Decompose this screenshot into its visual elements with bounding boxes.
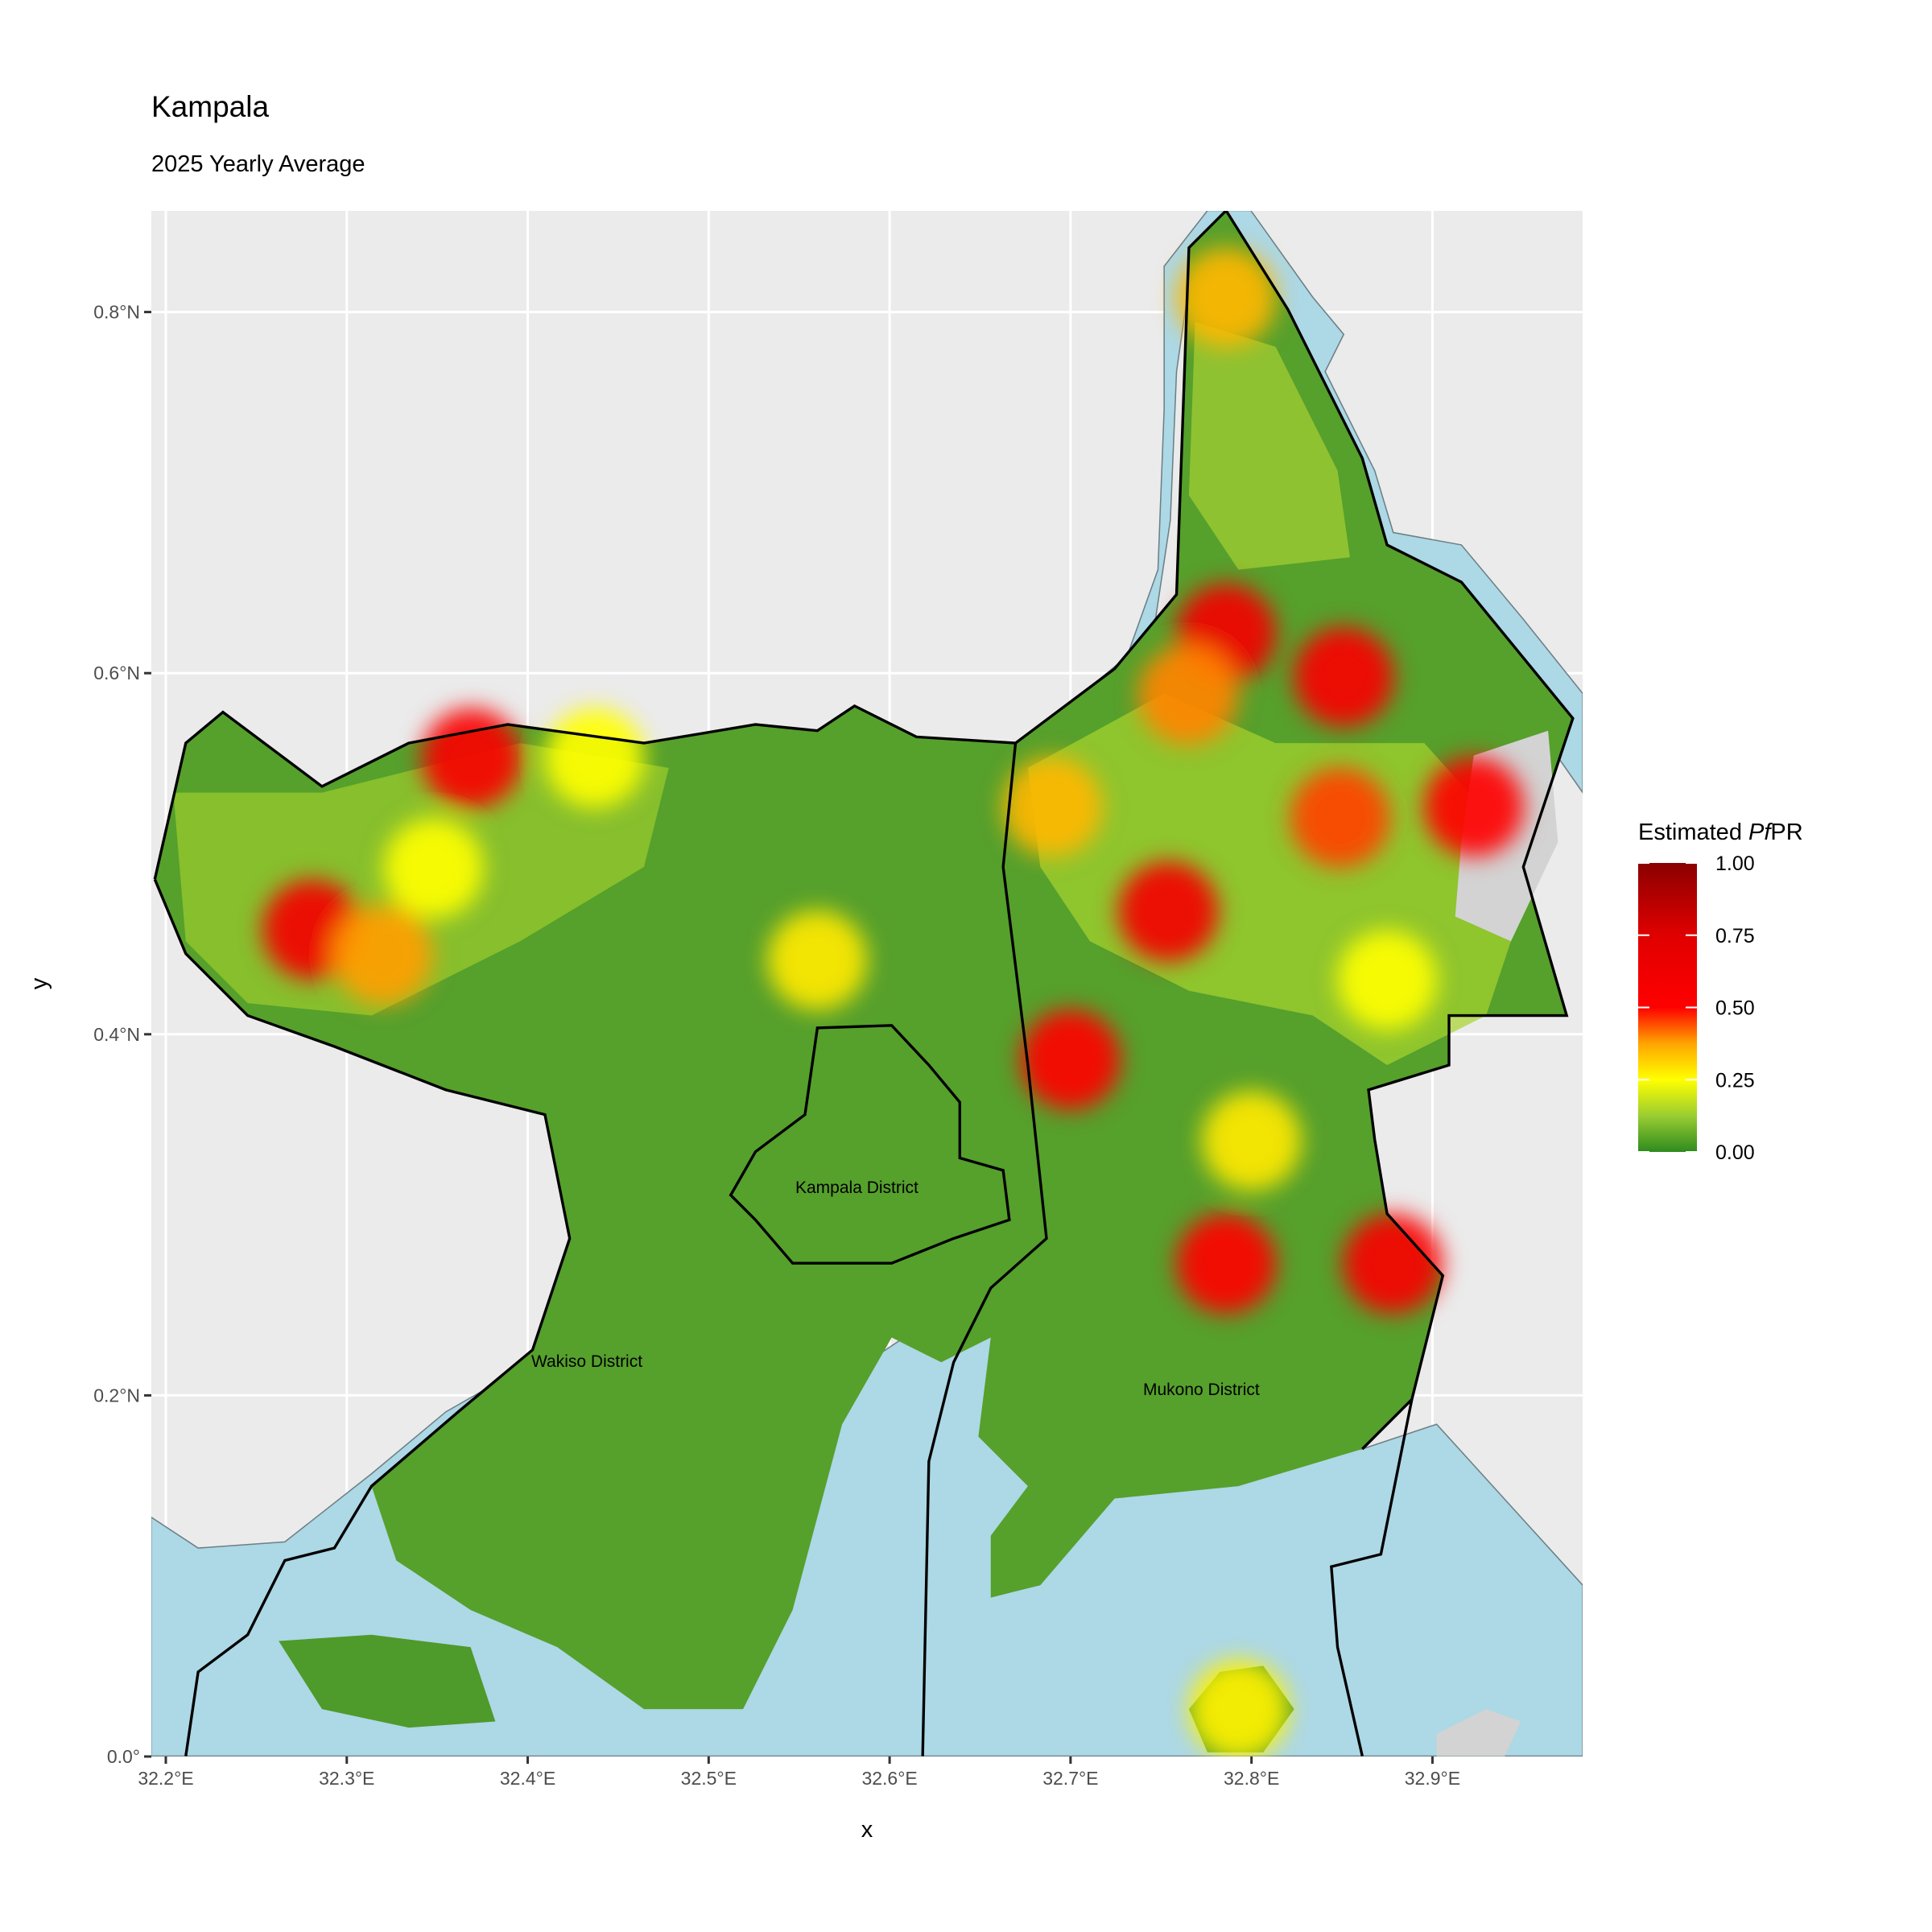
y-tick-label: 0.6°N [93, 663, 140, 683]
island [1436, 1709, 1521, 1757]
x-tick-label: 32.3°E [319, 1768, 374, 1789]
subtitle: 2025 Yearly Average [151, 151, 365, 177]
legend-label: 0.25 [1715, 1069, 1755, 1092]
y-tick-label: 0.0° [107, 1746, 140, 1767]
land-patch [1188, 321, 1350, 570]
y-axis-title: y [27, 977, 52, 989]
island [279, 1634, 496, 1728]
boundary [153, 211, 1575, 1451]
district-label: Wakiso District [531, 1352, 642, 1371]
legend-label: 0.00 [1715, 1141, 1755, 1164]
hotspot [1176, 1213, 1277, 1314]
boundary [153, 878, 572, 1757]
legend-label: 0.75 [1715, 925, 1755, 947]
hotspot [421, 708, 522, 808]
hotspot [1290, 767, 1390, 868]
hotspot [1002, 757, 1103, 857]
hotspot [332, 905, 433, 1005]
hotspot [1020, 1009, 1121, 1110]
legend-label: 1.00 [1715, 852, 1755, 875]
map-layer [151, 211, 1583, 1757]
y-tick-label: 0.8°N [93, 302, 140, 323]
hotspot [1118, 861, 1219, 962]
hotspot [1201, 1091, 1302, 1191]
hotspot [1424, 757, 1525, 857]
axes: 32.2°E 32.3°E 32.4°E 32.5°E 32.6°E 32.7°E 32.8… [93, 302, 1460, 1789]
x-tick-label: 32.9°E [1405, 1768, 1460, 1789]
hotspot [1176, 247, 1277, 348]
title: Kampala [151, 90, 269, 123]
boundary [1330, 1399, 1414, 1757]
hotspot [1342, 1213, 1443, 1314]
x-tick-label: 32.5°E [681, 1768, 737, 1789]
hotspot [767, 910, 868, 1010]
hotspot [1337, 930, 1438, 1030]
x-tick-label: 32.6°E [861, 1768, 917, 1789]
legend-title-text: PR [1770, 819, 1802, 845]
x-tick-label: 32.4°E [500, 1768, 555, 1789]
legend-title: Estimated PfPR [1638, 819, 1803, 845]
legend: 0.00 0.25 0.50 0.75 1.00 [1638, 852, 1755, 1164]
hotspots [262, 247, 1525, 1757]
hotspot [1294, 626, 1394, 727]
x-axis-title: x [861, 1817, 873, 1843]
hotspot [1137, 645, 1238, 745]
y-tick-label: 0.4°N [93, 1024, 140, 1045]
hotspot [544, 708, 645, 808]
hotspot [1188, 1659, 1289, 1757]
x-tick-label: 32.2°E [138, 1768, 193, 1789]
district-label: Mukono District [1143, 1381, 1260, 1399]
y-tick-label: 0.2°N [93, 1385, 140, 1406]
boundaries [153, 211, 1575, 1757]
legend-title-text: Pf [1748, 819, 1773, 845]
x-tick-label: 32.7°E [1042, 1768, 1098, 1789]
boundary [921, 742, 1048, 1757]
legend-label: 0.50 [1715, 997, 1755, 1020]
district-label: Kampala District [795, 1179, 919, 1197]
kampala-boundary [729, 1024, 1011, 1265]
x-tick-label: 32.8°E [1224, 1768, 1279, 1789]
legend-title-text: Estimated [1638, 819, 1748, 845]
hotspot [383, 818, 484, 919]
